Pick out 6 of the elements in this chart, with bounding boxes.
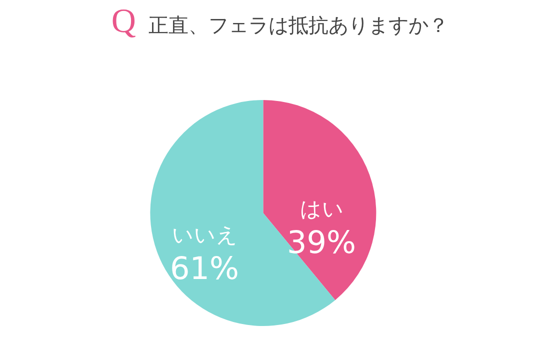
data-label: 39% xyxy=(287,225,356,261)
slice-label: はい xyxy=(300,197,344,221)
slice-label: いいえ xyxy=(172,223,238,247)
chart-title: Q 正直、フェラは抵抗ありますか？ xyxy=(111,2,449,40)
data-label: 61% xyxy=(170,251,239,287)
pie-slice xyxy=(263,100,376,300)
